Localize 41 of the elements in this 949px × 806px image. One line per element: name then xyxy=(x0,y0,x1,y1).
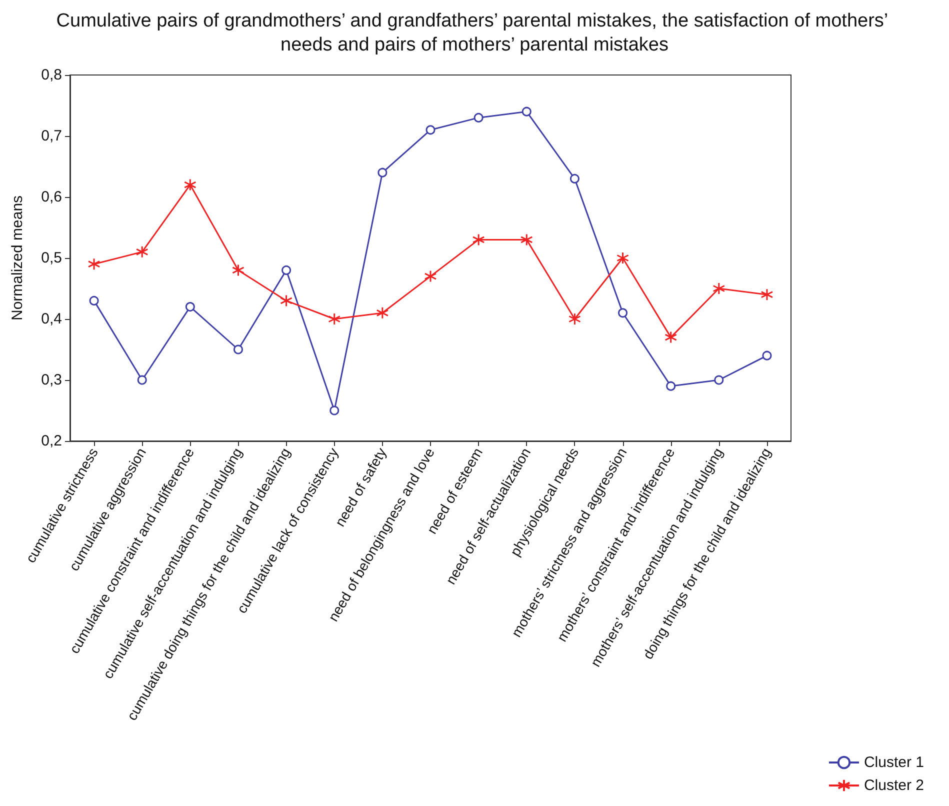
point xyxy=(520,233,533,246)
point xyxy=(136,246,148,258)
legend-label: Cluster 1 xyxy=(864,754,924,771)
point xyxy=(472,233,485,246)
point xyxy=(280,294,293,307)
y-tick-label: 0,6 xyxy=(41,188,62,206)
legend-label: Cluster 2 xyxy=(864,777,924,794)
point xyxy=(522,106,532,116)
point xyxy=(714,375,724,385)
point xyxy=(474,112,484,122)
chart-title: Cumulative pairs of grandmothers’ and grandfathers’ parental mistakes, the satisfaction of mothers’ needs and pairs of mothers’ parental mistakes xyxy=(56,10,893,56)
point xyxy=(88,258,100,270)
point xyxy=(89,296,99,306)
point xyxy=(330,406,340,416)
point xyxy=(666,381,676,391)
y-axis-title: Normalized means xyxy=(9,195,26,321)
point xyxy=(185,302,195,312)
y-tick-label: 0,4 xyxy=(41,310,62,328)
point xyxy=(712,282,726,295)
point xyxy=(426,125,436,135)
y-tick-label: 0,2 xyxy=(41,432,62,450)
y-tick-label: 0,3 xyxy=(41,372,62,388)
point xyxy=(618,308,628,318)
point xyxy=(760,288,774,301)
point xyxy=(376,306,389,320)
point xyxy=(328,312,341,326)
point xyxy=(184,178,196,192)
y-tick-label: 0,8 xyxy=(41,66,62,84)
point xyxy=(232,264,244,276)
point xyxy=(282,265,292,275)
point xyxy=(378,168,388,178)
point xyxy=(568,312,581,326)
point xyxy=(424,270,437,283)
point xyxy=(570,174,580,184)
y-tick-label: 0,7 xyxy=(41,128,62,144)
point xyxy=(664,331,678,344)
y-tick-label: 0,5 xyxy=(41,250,62,266)
point xyxy=(762,350,772,360)
point xyxy=(616,252,630,264)
point xyxy=(233,344,243,354)
point xyxy=(137,375,147,385)
